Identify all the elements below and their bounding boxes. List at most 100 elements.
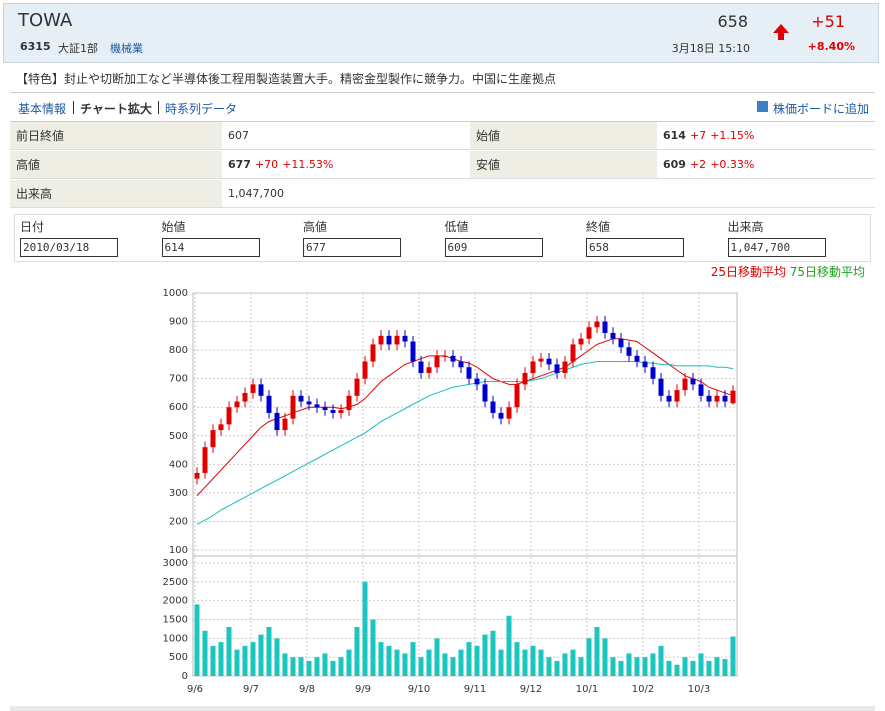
cell-value: 677 +70 +11.53%: [222, 151, 470, 179]
value: 609: [663, 158, 686, 171]
volume-bar: [442, 653, 448, 676]
candle-body: [594, 321, 600, 328]
volume-tick-label: 1500: [163, 615, 188, 626]
form-input[interactable]: 2010/03/18: [20, 238, 118, 257]
candle-body: [282, 418, 288, 431]
candle-body: [338, 410, 344, 413]
candle-body: [626, 347, 632, 356]
stock-name: TOWA: [18, 10, 73, 31]
candle-body: [690, 378, 696, 385]
candle-body: [450, 355, 456, 362]
candle-body: [394, 335, 400, 345]
candle-body: [474, 378, 480, 385]
volume-bar: [234, 649, 240, 676]
form-header: 低値: [444, 220, 469, 234]
volume-bar: [634, 657, 640, 676]
form-header: 終値: [586, 220, 611, 234]
volume-bar: [282, 653, 288, 676]
chart: 100 200 300 400 500 600 700 800 900 1000 0 500 1000 1…: [163, 288, 738, 695]
form-input[interactable]: 614: [161, 238, 260, 257]
volume-bar: [218, 642, 224, 676]
volume-bar: [458, 649, 464, 676]
candle-body: [426, 367, 432, 373]
form-input[interactable]: 677: [303, 238, 401, 257]
industry[interactable]: 機械業: [110, 42, 143, 55]
candle-body: [546, 358, 552, 365]
volume-bar: [658, 645, 664, 676]
volume-bar: [354, 627, 360, 676]
volume-bar: [530, 645, 536, 676]
candle-body: [322, 407, 328, 411]
volume-bar: [346, 649, 352, 676]
volume-bar: [242, 645, 248, 676]
candle-body: [706, 395, 712, 402]
cell-label: 安値: [470, 151, 657, 179]
candle-body: [666, 395, 672, 402]
change-pct: +0.33%: [710, 158, 755, 171]
candle-body: [698, 384, 704, 396]
form-input[interactable]: 609: [444, 238, 543, 257]
candle-body: [330, 410, 336, 413]
volume-bar: [602, 638, 608, 676]
candle-body: [586, 327, 592, 339]
candle-body: [618, 338, 624, 348]
volume-bar: [378, 642, 384, 676]
candle-body: [714, 395, 720, 402]
candle-body: [402, 335, 408, 342]
form-input[interactable]: 658: [586, 238, 684, 257]
volume-bar: [418, 657, 424, 676]
candle-body: [242, 392, 248, 402]
feature: 【特色】封止や切断加工など半導体後工程用製造装置大手。精密金型製作に競争力。中国…: [16, 72, 557, 86]
nav-link[interactable]: 基本情報: [18, 102, 67, 116]
candle-body: [410, 341, 416, 362]
candle-body: [306, 401, 312, 405]
candle-body: [610, 332, 616, 339]
volume-bar: [410, 642, 416, 676]
volume-bar: [338, 657, 344, 676]
candle-body: [218, 424, 224, 431]
add-board[interactable]: 株価ボードに追加: [773, 102, 870, 116]
volume-bar: [250, 642, 256, 676]
legend-ma25: 25日移動平均: [710, 265, 786, 279]
volume-bar: [394, 649, 400, 676]
x-tick-label: 9/10: [408, 684, 430, 695]
candle-body: [378, 335, 384, 345]
volume-bar: [314, 657, 320, 676]
volume-tick-label: 2000: [163, 596, 188, 607]
volume-tick-label: 0: [182, 671, 188, 682]
market: 大証1部: [58, 42, 98, 55]
candle-body: [634, 355, 640, 362]
volume-tick-label: 1000: [163, 633, 188, 644]
add-icon[interactable]: [757, 101, 768, 112]
volume-bar: [690, 660, 696, 676]
change: +51: [811, 12, 845, 31]
volume-bar: [226, 627, 232, 676]
y-tick-label: 400: [169, 459, 188, 470]
candle-body: [602, 321, 608, 333]
nav-link[interactable]: 時系列データ: [165, 102, 238, 116]
volume-bar: [650, 653, 656, 676]
y-tick-label: 700: [169, 374, 188, 385]
form-input[interactable]: 1,047,700: [727, 238, 826, 257]
volume-bar: [194, 604, 200, 676]
datetime: 3月18日 15:10: [671, 42, 750, 55]
candle-body: [490, 401, 496, 413]
volume-bar: [370, 619, 376, 676]
y-tick-label: 500: [169, 431, 188, 442]
nav-link[interactable]: チャート拡大: [80, 102, 152, 116]
candle-body: [258, 384, 264, 396]
divider: [10, 92, 875, 93]
y-tick-label: 900: [169, 317, 188, 328]
volume-bar: [322, 653, 328, 676]
cell-label: 出来高: [10, 180, 222, 208]
volume-bar: [506, 615, 512, 676]
volume-tick-label: 500: [169, 652, 188, 663]
value: 614: [663, 129, 686, 142]
candle-body: [674, 390, 680, 402]
volume-bar: [474, 645, 480, 676]
y-tick-label: 800: [169, 345, 188, 356]
candle-body: [642, 361, 648, 368]
candle-body: [434, 355, 440, 368]
volume-bar: [674, 664, 680, 676]
